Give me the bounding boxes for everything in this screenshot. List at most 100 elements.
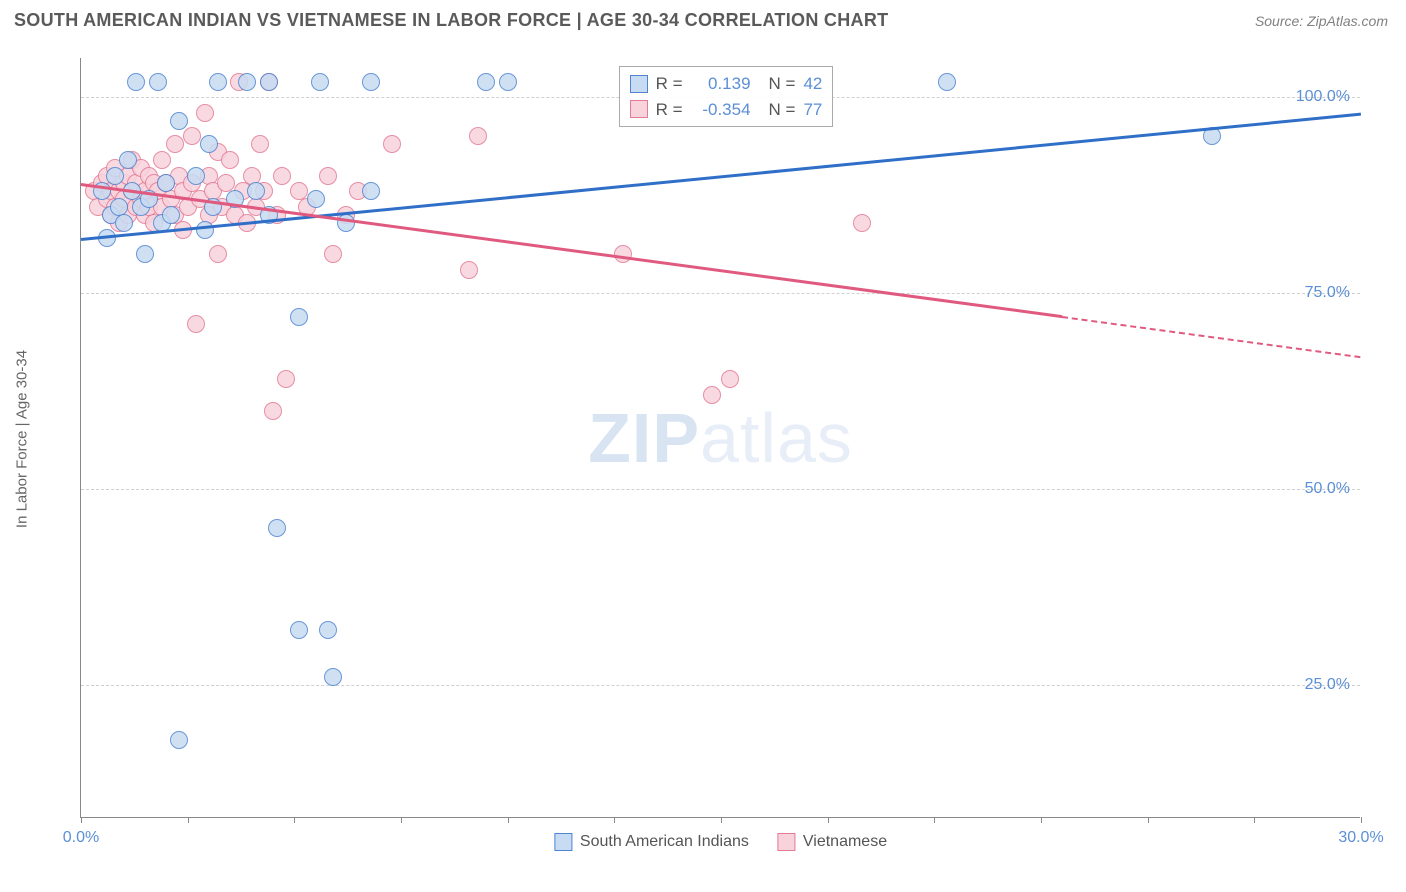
scatter-point bbox=[238, 73, 256, 91]
scatter-point bbox=[319, 167, 337, 185]
x-tick bbox=[188, 817, 189, 823]
scatter-point bbox=[187, 315, 205, 333]
y-tick-label: 75.0% bbox=[1305, 284, 1350, 302]
legend-swatch bbox=[777, 833, 795, 851]
gridline-h bbox=[81, 293, 1360, 294]
plot-area: ZIPatlas 25.0%50.0%75.0%100.0%0.0%30.0%R… bbox=[80, 58, 1360, 818]
scatter-point bbox=[157, 174, 175, 192]
chart-container: In Labor Force | Age 30-34 ZIPatlas 25.0… bbox=[52, 44, 1388, 834]
scatter-point bbox=[209, 245, 227, 263]
y-axis-label: In Labor Force | Age 30-34 bbox=[14, 350, 31, 528]
scatter-point bbox=[127, 73, 145, 91]
stats-row: R =0.139N =42 bbox=[630, 71, 823, 97]
scatter-point bbox=[362, 73, 380, 91]
watermark: ZIPatlas bbox=[588, 398, 853, 478]
legend-item: Vietnamese bbox=[777, 833, 887, 851]
x-tick-label: 0.0% bbox=[63, 829, 99, 847]
x-tick bbox=[294, 817, 295, 823]
y-tick-label: 100.0% bbox=[1296, 88, 1350, 106]
scatter-point bbox=[221, 151, 239, 169]
scatter-point bbox=[264, 402, 282, 420]
legend-swatch bbox=[630, 75, 648, 93]
scatter-point bbox=[460, 261, 478, 279]
y-tick-label: 50.0% bbox=[1305, 480, 1350, 498]
x-tick bbox=[1148, 817, 1149, 823]
stat-r-value: 0.139 bbox=[691, 71, 751, 97]
bottom-legend: South American Indians Vietnamese bbox=[554, 833, 887, 851]
scatter-point bbox=[383, 135, 401, 153]
scatter-point bbox=[115, 214, 133, 232]
legend-label: Vietnamese bbox=[803, 833, 887, 851]
scatter-point bbox=[200, 135, 218, 153]
gridline-h bbox=[81, 685, 1360, 686]
scatter-point bbox=[499, 73, 517, 91]
scatter-point bbox=[290, 308, 308, 326]
x-tick bbox=[401, 817, 402, 823]
stat-n-value: 77 bbox=[803, 97, 822, 123]
scatter-point bbox=[170, 112, 188, 130]
stat-r-value: -0.354 bbox=[691, 97, 751, 123]
scatter-point bbox=[162, 206, 180, 224]
x-tick bbox=[1041, 817, 1042, 823]
scatter-point bbox=[153, 151, 171, 169]
watermark-light: atlas bbox=[700, 399, 853, 477]
scatter-point bbox=[187, 167, 205, 185]
scatter-point bbox=[853, 214, 871, 232]
stat-r-label: R = bbox=[656, 97, 683, 123]
gridline-h bbox=[81, 489, 1360, 490]
scatter-point bbox=[721, 370, 739, 388]
scatter-point bbox=[324, 245, 342, 263]
scatter-point bbox=[149, 73, 167, 91]
chart-header: SOUTH AMERICAN INDIAN VS VIETNAMESE IN L… bbox=[0, 0, 1406, 37]
stat-n-value: 42 bbox=[803, 71, 822, 97]
stat-n-label: N = bbox=[769, 71, 796, 97]
scatter-point bbox=[251, 135, 269, 153]
x-tick-label: 30.0% bbox=[1338, 829, 1383, 847]
x-tick bbox=[934, 817, 935, 823]
watermark-bold: ZIP bbox=[588, 399, 700, 477]
scatter-point bbox=[938, 73, 956, 91]
scatter-point bbox=[319, 621, 337, 639]
scatter-point bbox=[311, 73, 329, 91]
scatter-point bbox=[183, 127, 201, 145]
scatter-point bbox=[196, 221, 214, 239]
scatter-point bbox=[247, 182, 265, 200]
scatter-point bbox=[307, 190, 325, 208]
scatter-point bbox=[703, 386, 721, 404]
scatter-point bbox=[196, 104, 214, 122]
scatter-point bbox=[469, 127, 487, 145]
stats-row: R = -0.354 N = 77 bbox=[630, 97, 823, 123]
scatter-point bbox=[290, 621, 308, 639]
scatter-point bbox=[260, 73, 278, 91]
chart-title: SOUTH AMERICAN INDIAN VS VIETNAMESE IN L… bbox=[14, 10, 888, 31]
scatter-point bbox=[277, 370, 295, 388]
x-tick bbox=[721, 817, 722, 823]
legend-label: South American Indians bbox=[580, 833, 749, 851]
scatter-point bbox=[170, 731, 188, 749]
stat-n-label: N = bbox=[769, 97, 796, 123]
trend-line bbox=[81, 183, 1063, 318]
scatter-point bbox=[166, 135, 184, 153]
y-tick-label: 25.0% bbox=[1305, 676, 1350, 694]
legend-swatch bbox=[630, 100, 648, 118]
x-tick bbox=[614, 817, 615, 823]
x-tick bbox=[1254, 817, 1255, 823]
scatter-point bbox=[477, 73, 495, 91]
scatter-point bbox=[119, 151, 137, 169]
scatter-point bbox=[268, 519, 286, 537]
x-tick bbox=[508, 817, 509, 823]
trend-line bbox=[1062, 316, 1361, 358]
scatter-point bbox=[614, 245, 632, 263]
x-tick bbox=[1361, 817, 1362, 823]
x-tick bbox=[81, 817, 82, 823]
legend-item: South American Indians bbox=[554, 833, 749, 851]
source-label: Source: ZipAtlas.com bbox=[1255, 13, 1388, 29]
scatter-point bbox=[209, 73, 227, 91]
scatter-point bbox=[362, 182, 380, 200]
scatter-point bbox=[273, 167, 291, 185]
scatter-point bbox=[337, 214, 355, 232]
legend-swatch bbox=[554, 833, 572, 851]
scatter-point bbox=[106, 167, 124, 185]
x-tick bbox=[828, 817, 829, 823]
scatter-point bbox=[324, 668, 342, 686]
